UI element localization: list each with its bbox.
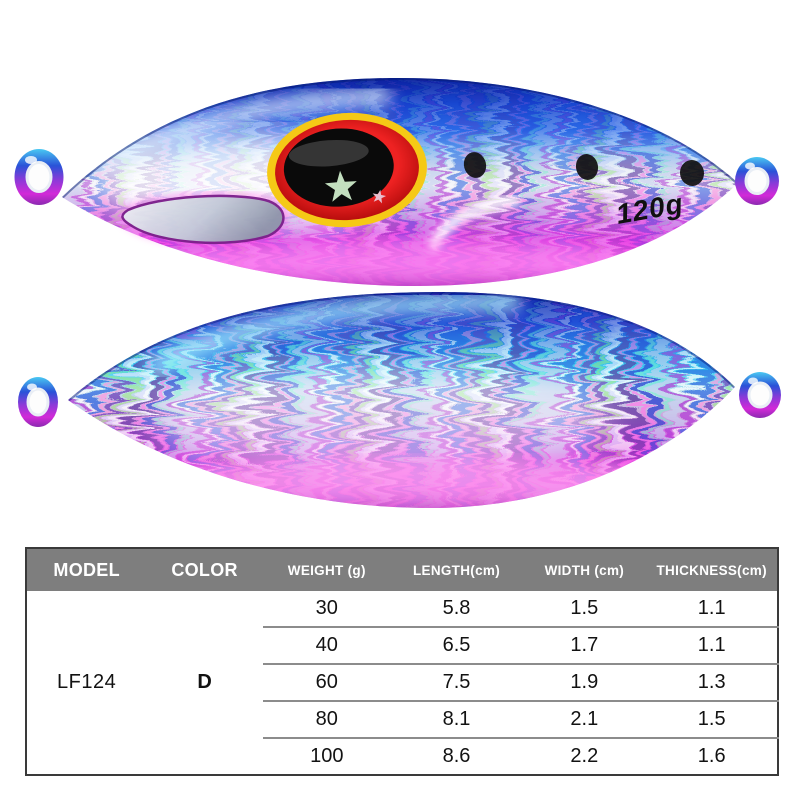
pink-belly-sheen-back xyxy=(170,458,690,506)
table-row: 40 6.5 1.7 1.1 xyxy=(26,626,778,664)
weight-value: 80 xyxy=(262,700,391,738)
weight-value: 30 xyxy=(262,591,391,627)
col-header-model: MODEL xyxy=(26,548,147,591)
spec-table-header-row: MODEL COLOR WEIGHT (g) LENGTH(cm) WIDTH … xyxy=(26,548,778,591)
table-row: 80 8.1 2.1 1.5 xyxy=(26,700,778,738)
eye-pupil xyxy=(283,128,394,207)
col-header-length: LENGTH(cm) xyxy=(390,548,523,591)
length-value: 5.8 xyxy=(390,591,523,627)
width-value: 2.2 xyxy=(522,737,647,775)
center-silver-splash xyxy=(150,365,610,475)
thickness-value: 1.1 xyxy=(646,626,778,664)
weight-value: 40 xyxy=(262,626,391,664)
width-value: 1.7 xyxy=(522,626,647,664)
thickness-value: 1.3 xyxy=(646,663,778,701)
color-value: D xyxy=(146,591,263,775)
thickness-value: 1.1 xyxy=(646,591,778,627)
top-rim-shading xyxy=(62,78,738,199)
product-photo: 120g xyxy=(14,78,781,508)
length-value: 7.5 xyxy=(390,663,523,701)
col-header-thickness: THICKNESS(cm) xyxy=(646,548,778,591)
cyan-edge-highlight xyxy=(145,292,521,378)
table-row: 100 8.6 2.2 1.6 xyxy=(26,737,778,775)
width-value: 1.9 xyxy=(522,663,647,701)
length-value: 6.5 xyxy=(390,626,523,664)
table-row: LF124 D 30 5.8 1.5 1.1 xyxy=(26,591,778,775)
lure-front-view: 120g xyxy=(14,78,779,286)
col-header-width: WIDTH (cm) xyxy=(522,548,647,591)
col-header-weight: WEIGHT (g) xyxy=(262,548,391,591)
small-star-icon xyxy=(372,189,387,204)
weight-value: 60 xyxy=(262,663,391,701)
back-right-eyelet-ring xyxy=(739,372,781,418)
table-row: 60 7.5 1.9 1.3 xyxy=(26,663,778,701)
model-value: LF124 xyxy=(26,591,147,775)
star-icon xyxy=(324,170,357,202)
width-value: 2.1 xyxy=(522,700,647,738)
eye-sheen xyxy=(288,139,369,167)
back-left-eyelet-ring xyxy=(18,377,58,427)
col-header-color: COLOR xyxy=(146,548,263,591)
lateral-line-dots xyxy=(463,152,705,186)
lure-eye xyxy=(267,112,427,228)
length-value: 8.6 xyxy=(390,737,523,775)
keel-groove xyxy=(119,192,287,247)
weight-value: 100 xyxy=(262,737,391,775)
spec-table: MODEL COLOR WEIGHT (g) LENGTH(cm) WIDTH … xyxy=(25,547,779,776)
front-right-eyelet-ring xyxy=(735,157,779,205)
top-edge-highlight xyxy=(90,88,391,177)
pink-belly-sheen xyxy=(160,240,640,284)
length-value: 8.1 xyxy=(390,700,523,738)
thickness-value: 1.6 xyxy=(646,737,778,775)
front-left-eyelet-ring xyxy=(14,149,64,205)
thickness-value: 1.5 xyxy=(646,700,778,738)
width-value: 1.5 xyxy=(522,591,647,627)
